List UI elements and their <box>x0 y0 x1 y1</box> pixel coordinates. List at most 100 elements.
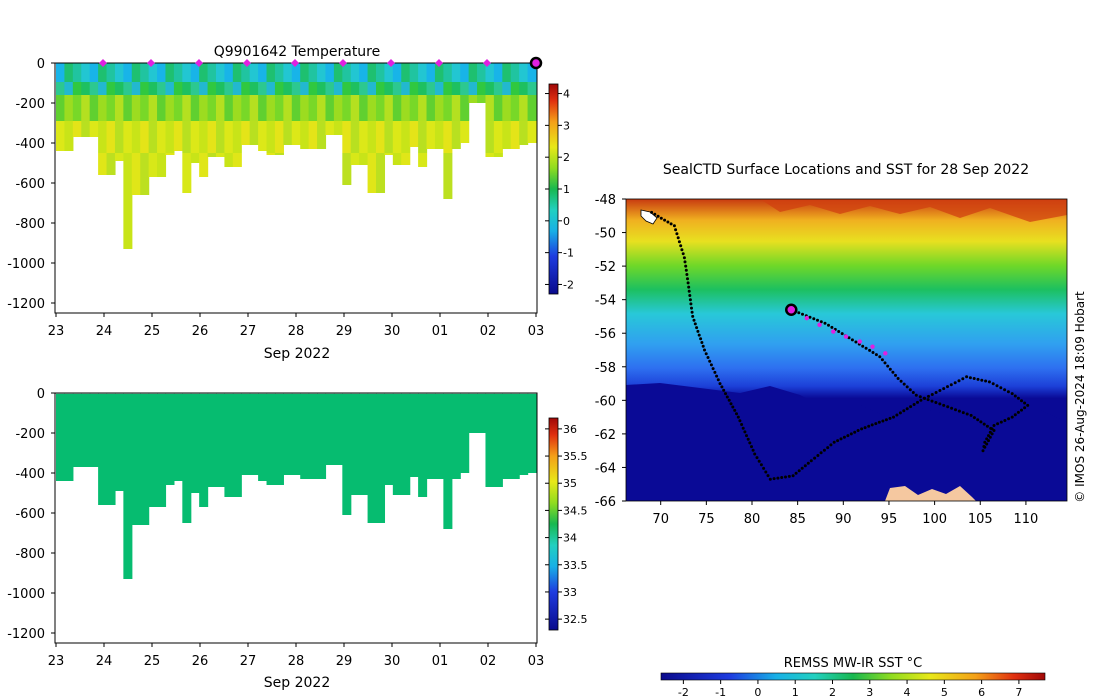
track-point <box>957 409 961 413</box>
salinity-cell <box>308 393 318 479</box>
temperature-cell <box>241 63 251 82</box>
track-point <box>888 367 892 371</box>
temperature-cell <box>148 63 158 82</box>
map-y-tick-label: -48 <box>595 193 616 208</box>
colorbar-tick-label: 35 <box>563 477 577 490</box>
salinity-cell <box>241 393 251 475</box>
track-point <box>1020 408 1023 412</box>
y-tick-label: -1000 <box>7 257 45 272</box>
temperature-cell <box>157 95 167 121</box>
x-tick-label: 28 <box>288 654 305 669</box>
track-point <box>991 382 995 386</box>
temperature-cell <box>157 153 167 177</box>
temperature-cell <box>106 63 116 82</box>
current-position-marker <box>785 303 798 316</box>
y-tick-label: -1200 <box>7 297 45 312</box>
temperature-cell <box>333 95 343 121</box>
track-point <box>653 212 657 216</box>
track-point <box>842 435 846 439</box>
x-tick-label: 27 <box>240 654 257 669</box>
temperature-cell <box>418 63 428 82</box>
track-point <box>1003 388 1007 392</box>
salinity-cell <box>224 393 234 497</box>
track-point <box>902 409 906 413</box>
recent-position-point <box>843 334 849 339</box>
temperature-cell <box>140 95 150 121</box>
track-point <box>880 358 884 362</box>
temperature-cell <box>266 153 276 155</box>
temperature-cell <box>224 82 234 95</box>
temperature-cell <box>510 121 520 149</box>
temperature-cell <box>89 95 99 121</box>
temperature-cell <box>409 95 419 121</box>
track-point <box>709 363 713 367</box>
temperature-cell <box>300 63 310 82</box>
temperature-cell <box>56 63 66 82</box>
temperature-cell <box>502 95 512 121</box>
temperature-cell <box>56 95 66 121</box>
track-point <box>764 470 768 474</box>
temperature-cell <box>350 95 360 121</box>
map-x-tick-label: 70 <box>652 512 669 527</box>
track-point <box>954 408 957 412</box>
temperature-cell <box>64 121 74 151</box>
temperature-cell <box>510 82 520 95</box>
temperature-cell <box>317 63 327 82</box>
track-point <box>961 411 965 415</box>
track-point <box>692 318 696 322</box>
track-point <box>688 294 692 297</box>
temperature-cell <box>477 82 487 95</box>
temperature-cell <box>165 63 175 82</box>
track-point <box>1020 399 1023 403</box>
temperature-cell <box>485 82 495 95</box>
temperature-cell <box>350 153 360 165</box>
temperature-cell <box>418 95 428 121</box>
salinity-cell <box>376 393 386 523</box>
track-point <box>687 285 691 289</box>
colorbar-tick-label: 33 <box>563 586 577 599</box>
track-point <box>743 430 747 434</box>
track-point <box>736 415 740 419</box>
salinity-cell <box>443 393 453 529</box>
temperature-cell <box>199 153 209 177</box>
salinity-cell <box>123 393 133 579</box>
track-point <box>787 474 791 478</box>
temperature-cell <box>207 153 217 157</box>
x-tick-label: 25 <box>144 654 161 669</box>
map-y-tick-label: -60 <box>595 394 616 409</box>
salinity-cell <box>510 393 520 479</box>
temperature-cell <box>131 82 141 95</box>
temperature-cell <box>376 95 386 121</box>
warm-water-patch <box>760 199 1067 222</box>
profile-marker <box>243 59 251 67</box>
salinity-cell <box>89 393 99 467</box>
map-title: SealCTD Surface Locations and SST for 28… <box>663 162 1029 178</box>
temperature-cell <box>114 153 124 161</box>
temperature-cell <box>376 63 386 82</box>
temperature-cell <box>392 95 402 121</box>
sst-colorbar-tick-label: 5 <box>941 686 948 699</box>
track-point <box>847 336 851 340</box>
temperature-cell <box>367 95 377 121</box>
track-point <box>803 464 807 468</box>
track-point <box>690 306 693 310</box>
y-tick-label: -800 <box>15 547 45 562</box>
x-tick-label: 25 <box>144 324 161 339</box>
sst-colorbar-tick-label: 3 <box>866 686 873 699</box>
track-point <box>854 340 858 344</box>
temperature-cell <box>426 82 436 95</box>
x-tick-label: 26 <box>192 324 209 339</box>
track-point <box>819 320 823 324</box>
track-point <box>806 461 810 465</box>
track-point <box>996 422 1000 426</box>
track-point <box>750 445 753 449</box>
kerguelen-island <box>640 209 658 225</box>
temperature-cell <box>106 153 116 175</box>
sst-colorbar-tick-label: 7 <box>1015 686 1022 699</box>
map-x-tick-label: 100 <box>922 512 947 527</box>
temperature-cell <box>148 95 158 121</box>
temperature-cell <box>367 153 377 193</box>
temperature-cell <box>258 121 268 151</box>
temperature-cell <box>283 121 293 145</box>
credit-text: © IMOS 26-Aug-2024 18:09 Hobart <box>1073 291 1087 503</box>
